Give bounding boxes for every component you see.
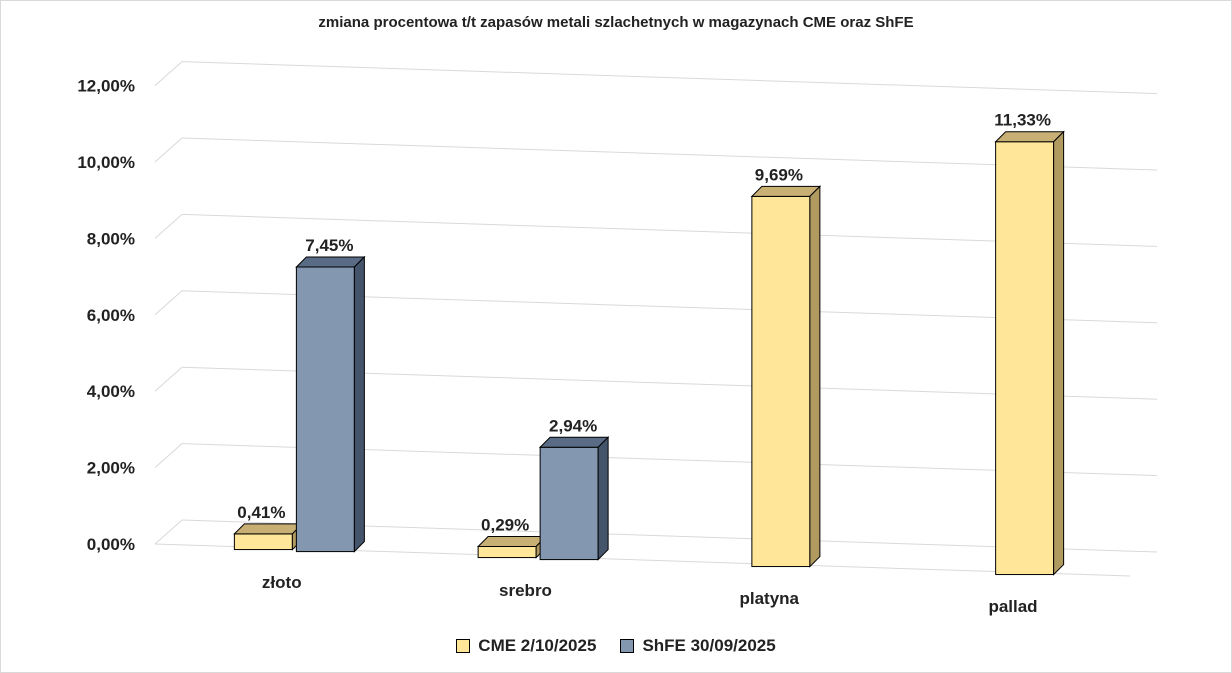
y-tick-label: 10,00% [77, 153, 135, 172]
data-label: 7,45% [305, 236, 353, 255]
gridline-depth [154, 519, 183, 545]
y-tick-label: 0,00% [87, 535, 135, 554]
gridline [181, 213, 1158, 247]
bar-top-srebro-1 [538, 436, 610, 448]
x-tick-label: platyna [739, 589, 799, 608]
bar-złoto-0 [233, 533, 293, 551]
chart-legend: CME 2/10/2025 ShFE 30/09/2025 [0, 636, 1232, 656]
y-tick-label: 6,00% [87, 306, 135, 325]
bar-srebro-1 [539, 446, 599, 561]
gridline-depth [154, 366, 183, 392]
gridline-depth [154, 61, 183, 86]
gridline-depth [154, 137, 183, 163]
legend-label-shfe: ShFE 30/09/2025 [642, 636, 776, 655]
data-label: 9,69% [755, 165, 803, 184]
bar-top-srebro-0 [476, 535, 548, 547]
y-tick-label: 12,00% [77, 77, 135, 96]
y-tick-label: 2,00% [87, 459, 135, 478]
bar-side-pallad-0 [1053, 130, 1065, 576]
legend-item-shfe: ShFE 30/09/2025 [620, 636, 776, 656]
legend-swatch-cme [456, 639, 471, 653]
bar-top-platyna-0 [750, 185, 822, 197]
gridline [181, 61, 1158, 95]
x-tick-label: złoto [262, 573, 302, 592]
legend-swatch-shfe [620, 639, 635, 653]
legend-label-cme: CME 2/10/2025 [478, 636, 597, 655]
x-tick-label: srebro [499, 581, 552, 600]
gridline-depth [154, 443, 183, 468]
y-tick-label: 4,00% [87, 382, 135, 401]
x-tick-label: pallad [988, 597, 1037, 616]
data-label: 11,33% [994, 111, 1051, 130]
bar-pallad-0 [995, 141, 1055, 576]
gridline-depth [154, 290, 183, 316]
data-label: 0,41% [237, 503, 285, 522]
gridline [181, 137, 1158, 171]
chart-title: zmiana procentowa t/t zapasów metali szl… [318, 14, 914, 31]
bar-srebro-0 [477, 545, 537, 559]
data-label: 0,29% [481, 515, 529, 534]
gridline-depth [154, 214, 183, 239]
bar-top-pallad-0 [994, 131, 1065, 143]
bar-top-złoto-1 [295, 256, 366, 268]
bar-platyna-0 [751, 195, 811, 568]
data-label: 2,94% [549, 416, 597, 435]
bar-top-złoto-0 [233, 523, 304, 535]
bar-złoto-1 [295, 266, 355, 553]
legend-item-cme: CME 2/10/2025 [456, 636, 596, 656]
y-tick-label: 8,00% [87, 229, 135, 248]
bar-side-złoto-1 [353, 255, 365, 553]
bar-side-srebro-1 [597, 436, 609, 561]
bar-side-platyna-0 [809, 185, 821, 568]
